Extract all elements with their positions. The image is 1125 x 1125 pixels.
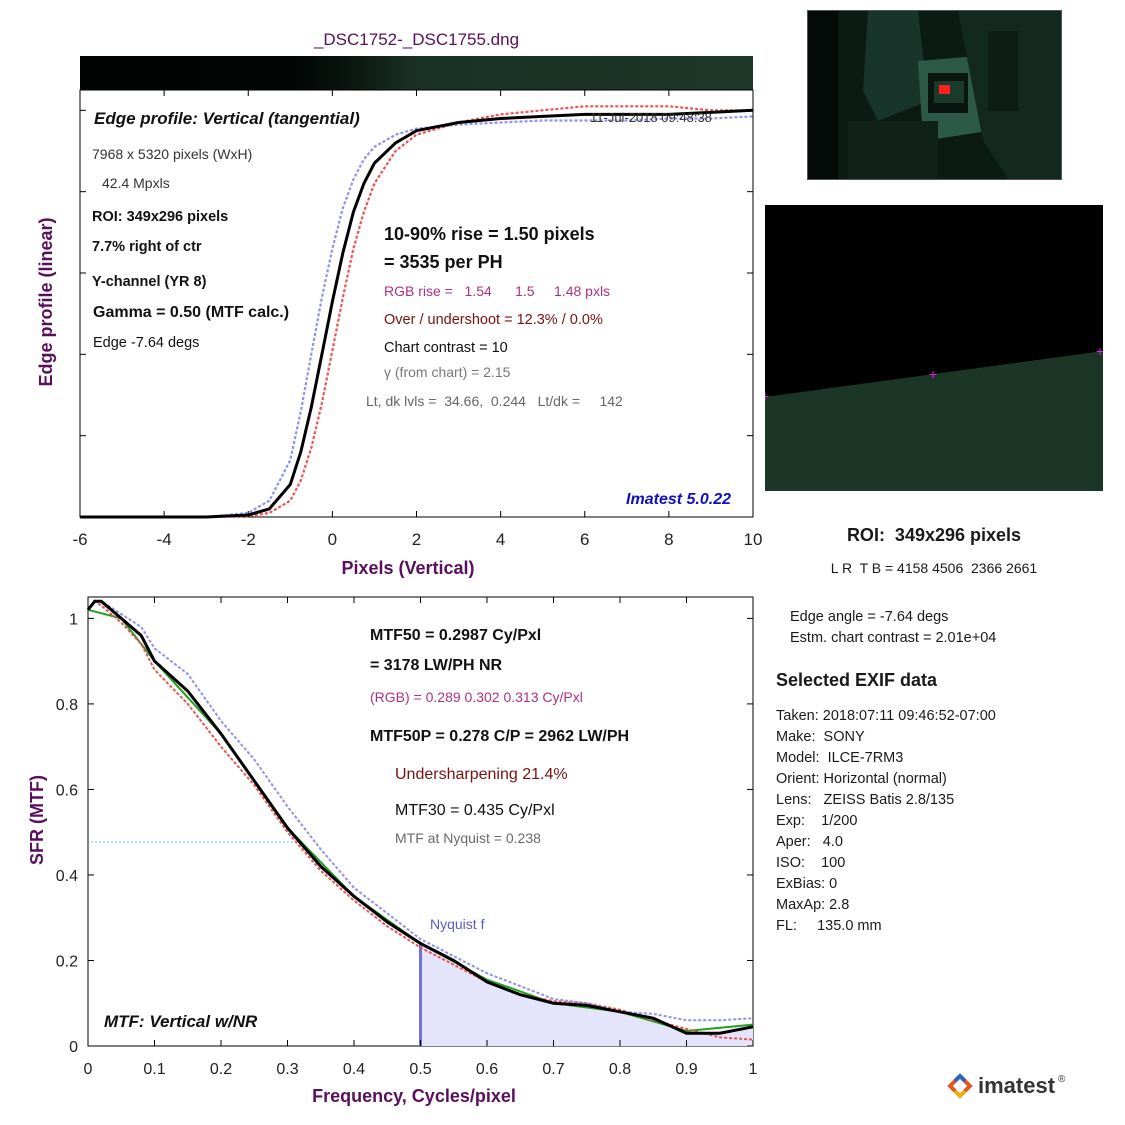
exif-line: Orient: Horizontal (normal)	[776, 771, 947, 787]
edge-strip	[80, 56, 753, 90]
beyond-nyquist-area	[420, 943, 753, 1046]
edge-plot-title: Edge profile: Vertical (tangential)	[94, 109, 360, 128]
result-per-ph: = 3535 per PH	[384, 252, 503, 272]
roi-marker-left: +	[765, 388, 769, 404]
info-channel: Y-channel (YR 8)	[92, 274, 207, 290]
info-pixels: 7968 x 5320 pixels (WxH)	[92, 146, 252, 162]
info-mpxls: 42.4 Mpxls	[102, 175, 170, 191]
edge-series-y	[80, 108, 754, 519]
mtf-xtick-label-6: 0.6	[476, 1061, 498, 1078]
rgb-mtf-text: (RGB) = 0.289 0.302 0.313 Cy/Pxl	[370, 689, 583, 705]
imatest-logo: imatest ®	[946, 1068, 1076, 1104]
info-edge: Edge -7.64 degs	[93, 335, 199, 351]
edge-plot-timestamp: 11-Jul-2018 09:48:38	[590, 110, 712, 125]
exif-line: ISO: 100	[776, 855, 846, 871]
exif-line: Model: ILCE-7RM3	[776, 750, 904, 766]
roi-marker	[939, 85, 950, 94]
edge-angle: Edge angle = -7.64 degs	[790, 609, 949, 625]
edge-profile-chart: -6 -4 -2 0 2 4 6 8 10 Edge profile: Vertical (ta…	[36, 89, 763, 578]
edge-xtick-label-5: 4	[496, 530, 505, 549]
exif-line: Aper: 4.0	[776, 834, 843, 850]
mtf-chart: 0 0.1 0.2 0.3 0.4 0.5 0.6 0.7 0.8 0.9 1 0 0.2 0.4 0.6 0…	[27, 596, 758, 1106]
exif-line: Exp: 1/200	[776, 813, 858, 829]
result-gamma-chart: γ (from chart) = 2.15	[384, 364, 511, 380]
edge-xtick-label-6: 6	[580, 530, 589, 549]
mtf-ytick-label-4: 0.8	[56, 697, 78, 714]
exif-title: Selected EXIF data	[776, 670, 938, 690]
edge-xtick-label-4: 2	[412, 530, 421, 549]
exif-list: Taken: 2018:07:11 09:46:52-07:00 Make: SO…	[776, 706, 996, 937]
exif-line: Lens: ZEISS Batis 2.8/135	[776, 792, 955, 808]
svg-text:®: ®	[1058, 1074, 1066, 1085]
logo-text: imatest	[978, 1073, 1056, 1098]
info-gamma: Gamma = 0.50 (MTF calc.)	[93, 304, 289, 321]
mtf-xtick-label-0: 0	[84, 1061, 93, 1078]
result-levels: Lt, dk lvls = 34.66, 0.244 Lt/dk = 142	[366, 393, 623, 409]
result-rgb-rise: RGB rise = 1.54 1.5 1.48 pxls	[384, 283, 610, 299]
roi-lrtb: L R T B = 4158 4506 2366 2661	[830, 560, 1038, 576]
edge-series-red	[80, 105, 753, 519]
edge-ylabel: Edge profile (linear)	[36, 217, 56, 386]
mtf-xtick-label-2: 0.2	[210, 1061, 232, 1078]
edge-xlabel: Pixels (Vertical)	[341, 558, 474, 578]
nyquist-label: Nyquist f	[430, 916, 485, 932]
mtf-xtick-label-7: 0.7	[542, 1061, 564, 1078]
mtf-ytick-label-3: 0.6	[56, 782, 78, 799]
file-title: _DSC1752-_DSC1755.dng	[313, 30, 520, 49]
exif-line: Make: SONY	[776, 729, 865, 745]
edge-xtick-label-8: 10	[744, 530, 763, 549]
nyquist-mtf-text: MTF at Nyquist = 0.238	[395, 830, 541, 846]
exif-line: ExBias: 0	[776, 876, 838, 892]
mtf-xtick-label-10: 1	[749, 1061, 758, 1078]
result-overshoot: Over / undershoot = 12.3% / 0.0%	[384, 312, 603, 328]
result-rise: 10-90% rise = 1.50 pixels	[384, 224, 595, 244]
roi-title: ROI: 349x296 pixels	[846, 525, 1022, 545]
mtf-series-y	[86, 599, 754, 1035]
exif-line: FL: 135.0 mm	[776, 918, 882, 934]
mtf-ytick-label-5: 1	[69, 611, 78, 628]
mtf-ytick-label-0: 0	[69, 1039, 78, 1056]
mtf50p-text: MTF50P = 0.278 C/P = 2962 LW/PH	[370, 728, 629, 745]
chart-contrast-estimate: Estm. chart contrast = 2.01e+04	[790, 630, 997, 646]
full-image-thumbnail	[807, 10, 1062, 180]
roi-marker-center: +	[929, 366, 937, 382]
undersharpening-text: Undersharpening 21.4%	[395, 766, 568, 783]
edge-xtick-label-0: -6	[72, 530, 87, 549]
exif-line: Taken: 2018:07:11 09:46:52-07:00	[776, 708, 996, 724]
mtf-xtick-label-4: 0.4	[343, 1061, 365, 1078]
roi-crop-image: + + +	[765, 205, 1103, 491]
roi-marker-right: +	[1096, 343, 1103, 359]
edge-xtick-label-1: -4	[157, 530, 172, 549]
mtf-xtick-label-8: 0.8	[609, 1061, 631, 1078]
mtf-xtick-label-3: 0.3	[276, 1061, 298, 1078]
logo-icon	[947, 1073, 973, 1099]
mtf-ytick-label-2: 0.4	[56, 868, 78, 885]
mtf-xtick-label-5: 0.5	[409, 1061, 431, 1078]
edge-xtick-label-7: 8	[664, 530, 673, 549]
edge-xtick-label-2: -2	[241, 530, 256, 549]
edge-xtick-label-3: 0	[328, 530, 337, 549]
mtf-corner-label: MTF: Vertical w/NR	[104, 1012, 258, 1031]
mtf30-text: MTF30 = 0.435 Cy/Pxl	[395, 802, 555, 819]
info-roi: ROI: 349x296 pixels	[92, 209, 228, 225]
result-contrast: Chart contrast = 10	[384, 340, 508, 356]
mtf-xtick-label-9: 0.9	[675, 1061, 697, 1078]
info-position: 7.7% right of ctr	[92, 239, 202, 255]
lwph-text: = 3178 LW/PH NR	[370, 657, 502, 674]
exif-line: MaxAp: 2.8	[776, 897, 850, 913]
edge-plot-frame	[79, 89, 754, 518]
mtf-ylabel: SFR (MTF)	[27, 775, 47, 865]
mtf-xtick-label-1: 0.1	[143, 1061, 165, 1078]
mtf50-text: MTF50 = 0.2987 Cy/Pxl	[370, 627, 541, 644]
mtf-xlabel: Frequency, Cycles/pixel	[312, 1086, 516, 1106]
version-label: Imatest 5.0.22	[626, 491, 731, 508]
mtf-ytick-label-1: 0.2	[56, 953, 78, 970]
